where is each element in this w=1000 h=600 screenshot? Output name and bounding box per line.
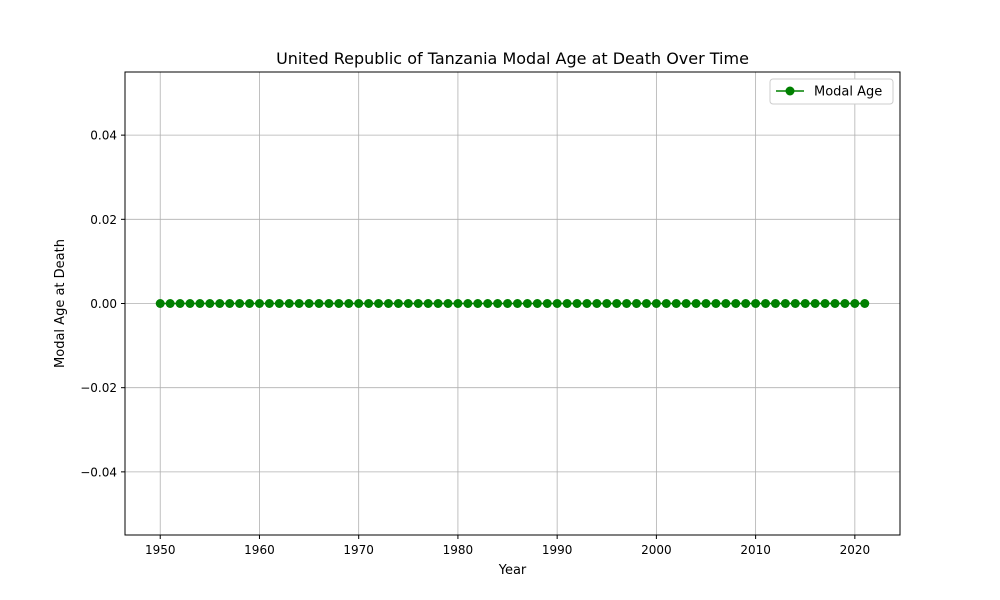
data-point — [850, 299, 860, 308]
data-point — [453, 299, 463, 308]
data-point — [235, 299, 245, 308]
data-point — [751, 299, 761, 308]
data-point — [612, 299, 622, 308]
data-point — [334, 299, 344, 308]
legend-marker-icon — [785, 86, 795, 96]
data-point — [294, 299, 304, 308]
x-tick-label: 1960 — [244, 543, 275, 557]
data-point — [542, 299, 552, 308]
data-point — [383, 299, 393, 308]
data-point — [532, 299, 542, 308]
data-point — [354, 299, 364, 308]
data-point — [245, 299, 255, 308]
data-point — [433, 299, 443, 308]
data-point — [622, 299, 632, 308]
data-point — [155, 299, 165, 308]
data-point — [721, 299, 731, 308]
data-point — [671, 299, 681, 308]
legend-label: Modal Age — [814, 85, 882, 100]
data-point — [413, 299, 423, 308]
data-point — [493, 299, 503, 308]
data-point — [661, 299, 671, 308]
y-tick-label: 0.04 — [90, 129, 117, 143]
data-point — [820, 299, 830, 308]
data-point — [225, 299, 235, 308]
data-point — [344, 299, 354, 308]
data-point — [185, 299, 195, 308]
x-tick-label: 1980 — [443, 543, 474, 557]
data-point — [254, 299, 264, 308]
data-point — [641, 299, 651, 308]
data-point — [572, 299, 582, 308]
data-point — [522, 299, 532, 308]
data-point — [205, 299, 215, 308]
data-point — [592, 299, 602, 308]
data-point — [403, 299, 413, 308]
x-axis-title: Year — [498, 563, 527, 578]
data-point — [701, 299, 711, 308]
data-point — [393, 299, 403, 308]
data-point — [473, 299, 483, 308]
data-point — [790, 299, 800, 308]
y-tick-label: −0.04 — [80, 465, 117, 479]
data-point — [503, 299, 513, 308]
data-point — [562, 299, 572, 308]
data-point — [423, 299, 433, 308]
data-point — [711, 299, 721, 308]
x-tick-label: 2020 — [840, 543, 871, 557]
data-point — [731, 299, 741, 308]
data-point — [741, 299, 751, 308]
data-point — [175, 299, 185, 308]
x-tick-label: 1950 — [145, 543, 176, 557]
data-point — [274, 299, 284, 308]
y-ticks: 0.04 0.02 0.00 −0.02 −0.04 — [80, 129, 125, 479]
y-tick-label: −0.02 — [80, 381, 117, 395]
data-point — [830, 299, 840, 308]
data-point — [304, 299, 314, 308]
chart-title: United Republic of Tanzania Modal Age at… — [276, 49, 749, 68]
data-point — [364, 299, 374, 308]
x-ticks: 1950 1960 1970 1980 1990 2000 2010 2020 — [145, 535, 870, 557]
data-point — [443, 299, 453, 308]
data-point — [195, 299, 205, 308]
data-point — [770, 299, 780, 308]
x-tick-label: 2000 — [641, 543, 672, 557]
data-point — [860, 299, 870, 308]
data-point — [483, 299, 493, 308]
data-point — [602, 299, 612, 308]
x-tick-label: 1970 — [343, 543, 374, 557]
data-point — [651, 299, 661, 308]
data-point — [324, 299, 334, 308]
data-point — [582, 299, 592, 308]
data-point — [840, 299, 850, 308]
data-point — [810, 299, 820, 308]
data-point — [691, 299, 701, 308]
x-tick-label: 2010 — [740, 543, 771, 557]
data-point — [463, 299, 473, 308]
data-point — [374, 299, 384, 308]
y-tick-label: 0.02 — [90, 213, 117, 227]
x-tick-label: 1990 — [542, 543, 573, 557]
data-point — [264, 299, 274, 308]
legend-box — [769, 78, 894, 105]
data-point — [632, 299, 642, 308]
data-point — [800, 299, 810, 308]
data-point — [314, 299, 324, 308]
data-point — [780, 299, 790, 308]
legend: Modal Age — [769, 78, 894, 105]
data-point — [761, 299, 771, 308]
y-axis-title: Modal Age at Death — [53, 239, 68, 368]
data-point — [512, 299, 522, 308]
data-point — [215, 299, 225, 308]
y-tick-label: 0.00 — [90, 297, 117, 311]
data-point — [165, 299, 175, 308]
data-point — [284, 299, 294, 308]
data-point — [552, 299, 562, 308]
series-layer — [155, 299, 870, 308]
data-point — [681, 299, 691, 308]
